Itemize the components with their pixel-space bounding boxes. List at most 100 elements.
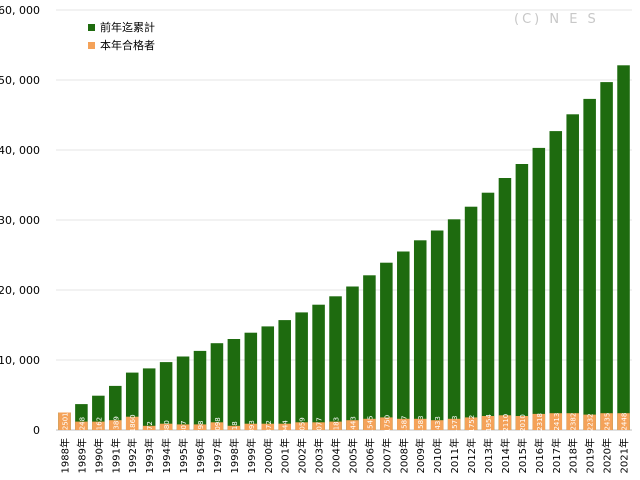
x-tick-label: 2002年: [296, 438, 309, 473]
x-tick-label: 1994年: [160, 438, 173, 473]
bar-yearly: [447, 418, 461, 430]
x-tick-label: 2006年: [363, 438, 376, 473]
bar-cumulative: [566, 114, 579, 431]
bar-value-label: 618: [231, 421, 239, 434]
x-tick-label: 2008年: [397, 438, 410, 473]
y-tick-label: 10, 000: [0, 354, 40, 367]
bar-value-label: 807: [180, 421, 188, 434]
x-tick-label: 2007年: [380, 438, 393, 473]
bar-yearly: [549, 413, 563, 430]
bar-yearly: [109, 420, 122, 430]
bar-value-label: 893: [248, 420, 256, 433]
bar-yearly: [380, 417, 393, 430]
x-tick-label: 2004年: [330, 438, 343, 473]
bar-yearly: [515, 416, 529, 430]
bar-yearly: [413, 418, 427, 430]
bar-value-label: 2382: [570, 413, 578, 431]
bar-value-label: 1752: [468, 415, 476, 433]
bar-cumulative: [193, 350, 207, 430]
bar-cumulative: [244, 332, 258, 430]
bar-cumulative: [532, 147, 546, 430]
bar-value-label: 1545: [366, 415, 374, 433]
grid-lines: [56, 9, 632, 361]
x-tick-label: 2017年: [550, 438, 563, 473]
x-tick-label: 2012年: [465, 438, 478, 473]
x-tick-label: 1993年: [143, 438, 156, 473]
x-tick-label: 2020年: [601, 438, 614, 473]
bar-cumulative: [464, 206, 478, 430]
x-tick-label: 2005年: [346, 438, 359, 473]
bar-yearly: [244, 423, 258, 430]
x-tick-label: 2000年: [262, 438, 275, 473]
legend-swatch-cumulative: [88, 23, 95, 31]
legend-item-yearly: 本年合格者: [88, 36, 155, 54]
bar-value-label: 1183: [333, 417, 341, 435]
y-tick-label: 0: [33, 424, 40, 437]
bar-yearly: [397, 418, 410, 430]
bar-yearly: [159, 423, 173, 430]
bar-value-label: 1860: [129, 414, 137, 432]
bar-cumulative: [346, 286, 359, 430]
bar-yearly: [58, 412, 71, 430]
bar-value-label: 1433: [434, 416, 442, 434]
bar-cumulative: [261, 326, 275, 430]
x-tick-label: 1992年: [126, 438, 139, 473]
yearly-bars: [58, 412, 630, 430]
bar-cumulative: [159, 362, 173, 430]
bar-value-label: 2501: [61, 412, 69, 430]
x-tick-label: 2001年: [279, 438, 292, 473]
bar-cumulative: [125, 372, 139, 430]
x-tick-label: 1989年: [75, 438, 88, 473]
bar-yearly: [566, 413, 579, 430]
bar-value-label: 944: [282, 420, 290, 434]
bar-cumulative: [210, 343, 224, 430]
bar-cumulative: [481, 192, 495, 430]
bar-yearly: [464, 417, 478, 430]
x-tick-label: 2018年: [567, 438, 580, 473]
bar-yearly: [176, 424, 190, 430]
bar-yearly: [430, 420, 444, 430]
bar-value-label: 798: [197, 421, 205, 434]
bar-value-label: 1248: [78, 417, 86, 435]
bar-yearly: [498, 415, 512, 430]
bar-cumulative: [176, 356, 190, 430]
y-tick-label: 20, 000: [0, 284, 40, 297]
bar-yearly: [532, 413, 546, 430]
x-tick-label: 2016年: [533, 438, 546, 473]
bar-cumulative: [278, 320, 291, 430]
bar-value-label: 1573: [451, 415, 459, 433]
x-tick-label: 1996年: [194, 438, 207, 473]
bar-cumulative: [92, 395, 105, 430]
bar-yearly: [125, 416, 139, 430]
x-tick-label: 2014年: [499, 438, 512, 473]
bar-value-label: 1587: [400, 415, 408, 433]
bar-value-label: 1098: [214, 417, 222, 435]
y-tick-label: 30, 000: [0, 214, 40, 227]
bar-value-label: 572: [146, 421, 154, 434]
x-tick-label: 1991年: [109, 438, 122, 473]
bar-yearly: [227, 425, 241, 430]
bar-yearly: [75, 421, 88, 430]
bar-cumulative: [380, 262, 393, 430]
bar-cumulative: [447, 219, 461, 430]
bar-value-label: 2318: [536, 413, 544, 431]
bar-yearly: [329, 421, 342, 430]
bar-cumulative: [142, 368, 156, 430]
bar-cumulative: [413, 240, 427, 430]
legend: 前年迄累計 本年合格者: [88, 18, 155, 54]
bar-value-label: 1059: [299, 417, 307, 435]
bar-value-label: 2448: [621, 413, 629, 431]
legend-label-yearly: 本年合格者: [100, 39, 155, 52]
bar-cumulative: [498, 178, 512, 430]
bar-value-label: 2232: [587, 413, 595, 431]
x-tick-label: 2003年: [313, 438, 326, 473]
bar-yearly: [193, 424, 207, 430]
x-tick-label: 2010年: [431, 438, 444, 473]
bar-cumulative: [583, 98, 596, 431]
bar-cumulative: [109, 385, 122, 430]
x-tick-label: 1995年: [177, 438, 190, 473]
y-tick-label: 40, 000: [0, 144, 40, 157]
bar-yearly: [210, 422, 224, 430]
x-tick-label: 1997年: [211, 438, 224, 473]
